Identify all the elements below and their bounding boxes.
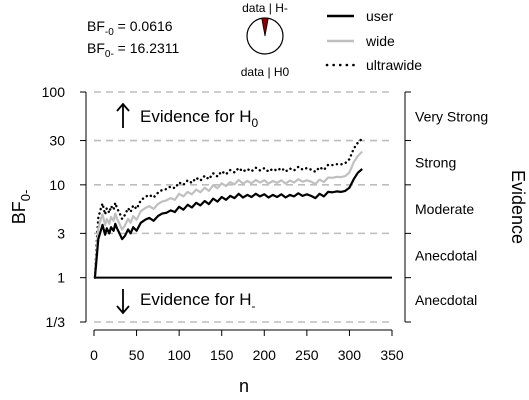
x-tick-label-7: 350 (380, 347, 404, 363)
evidence-for-h0-label: Evidence for H0 (140, 107, 259, 130)
x-tick-label-3: 150 (210, 347, 234, 363)
x-tick-label-1: 50 (129, 347, 145, 363)
x-tick-label-4: 200 (253, 347, 277, 363)
y-tick-label-4: 1 (57, 270, 65, 286)
right-axis-title: Evidence (508, 170, 528, 244)
x-axis: 0 50 100 150 200 250 300 350 (90, 329, 404, 363)
y-tick-label-2: 10 (49, 177, 65, 193)
evidence-band-label-2: Moderate (415, 201, 474, 217)
y-axis-title: BF0- (9, 190, 33, 225)
series-line-ultrawide (93, 137, 364, 279)
pie-label-bottom: data | H0 (241, 65, 290, 79)
evidence-band-label-3: Anecdotal (415, 248, 477, 264)
down-arrow-icon (116, 305, 130, 315)
series-line-user (93, 168, 363, 278)
legend-label-wide: wide (365, 33, 395, 49)
legend-label-ultrawide: ultrawide (366, 57, 422, 73)
evidence-axis: Very Strong Strong Moderate Anecdotal Anecdo… (404, 91, 488, 323)
series-layer (93, 137, 364, 279)
y-tick-label-1: 30 (49, 133, 65, 149)
up-arrow-icon (116, 102, 130, 112)
y-tick-label-0: 100 (42, 84, 66, 100)
bf-0minus-label: BF0- = 16.2311 (87, 40, 180, 60)
x-tick-label-0: 0 (90, 347, 98, 363)
y-tick-label-3: 3 (57, 225, 65, 241)
evidence-band-label-4: Anecdotal (415, 292, 477, 308)
annotation-up: Evidence for H0 (116, 102, 259, 130)
legend-label-user: user (366, 8, 394, 24)
probability-pie: data | H- data | H0 (241, 1, 290, 79)
y-axis: 100 30 10 3 1 1/3 (42, 84, 87, 330)
y-tick-label-5: 1/3 (46, 314, 66, 330)
legend: user wide ultrawide (325, 8, 422, 73)
x-tick-label-5: 250 (295, 347, 319, 363)
x-tick-label-2: 100 (167, 347, 191, 363)
bf-summary: BF-0 = 0.0616 BF0- = 16.2311 (87, 18, 180, 60)
x-axis-title: n (239, 376, 249, 396)
evidence-for-hminus-label: Evidence for H- (140, 290, 256, 313)
pie-slice-h-minus (261, 17, 269, 37)
evidence-band-label-0: Very Strong (415, 108, 488, 124)
x-tick-label-6: 300 (338, 347, 362, 363)
grid (94, 91, 392, 323)
evidence-band-label-1: Strong (415, 155, 456, 171)
series-line-wide (93, 150, 363, 278)
annotation-down: Evidence for H- (116, 289, 256, 315)
bf-minus0-label: BF-0 = 0.0616 (87, 18, 173, 38)
pie-label-top: data | H- (242, 1, 288, 15)
